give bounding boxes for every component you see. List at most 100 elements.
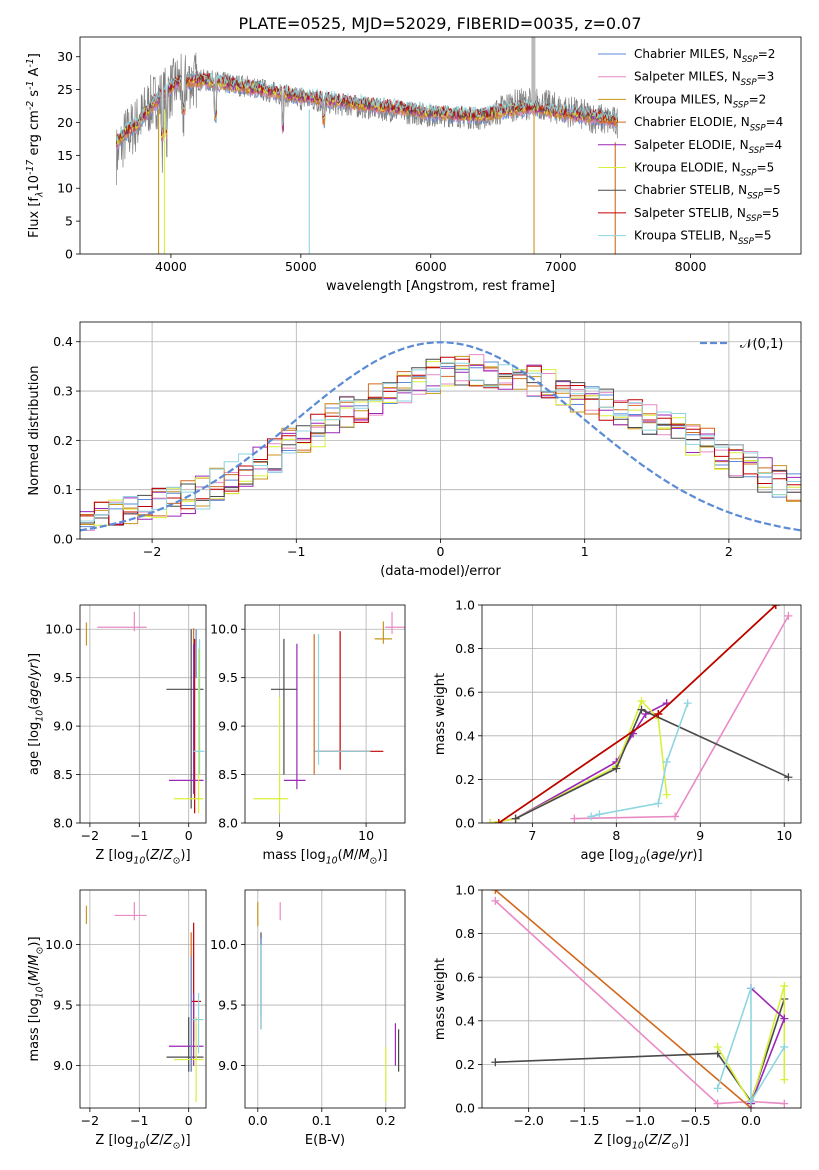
y-tick-label: 5 — [65, 214, 73, 229]
x-axis-label: mass [log10(M/M⊙)] — [262, 848, 387, 867]
y-tick-label: 0.2 — [455, 1057, 475, 1072]
x-tick-label: 9 — [696, 828, 704, 843]
y-tick-label: 10.0 — [210, 622, 238, 637]
x-tick-label: −1.0 — [625, 1113, 655, 1128]
x-tick-label: 1 — [581, 544, 589, 559]
plus-marker — [587, 812, 596, 821]
y-tick-label: 8.5 — [218, 767, 238, 782]
y-tick-label: 9.0 — [218, 719, 238, 734]
mass-weight-line — [494, 900, 785, 1105]
x-tick-label: −1 — [130, 828, 148, 843]
plus-marker — [662, 757, 671, 766]
y-axis-label: mass [log10(M/M⊙)] — [27, 936, 46, 1061]
mass-weight-line — [590, 702, 689, 818]
plus-marker — [771, 605, 780, 609]
legend-label: Salpeter ELODIE, NSSP=4 — [634, 138, 782, 156]
spectrum-legend: Chabrier MILES, NSSP=2 Salpeter MILES, NS… — [598, 47, 783, 247]
y-tick-label: 9.5 — [53, 998, 73, 1013]
plus-marker — [780, 981, 789, 990]
y-tick-label: 0.4 — [53, 334, 73, 349]
plot-area-mass-vs-Z — [85, 902, 204, 1102]
axes-residuals: −2 −1 0 1 2 0.0 0.1 0.2 0.3 0.4 (data-model)/error… — [27, 321, 802, 579]
mass-weight-line — [494, 890, 752, 1108]
residuals-legend: 𝒩(0,1) — [700, 337, 783, 352]
y-axis-label: mass weight — [433, 673, 448, 755]
y-tick-label: 9.0 — [218, 1058, 238, 1073]
mass-weight-line — [716, 987, 785, 1105]
plus-marker — [780, 1099, 789, 1108]
y-tick-label: 8.0 — [53, 816, 73, 831]
plus-marker — [713, 1084, 722, 1093]
x-tick-label: 8 — [612, 828, 620, 843]
y-tick-label: 0.4 — [455, 728, 475, 743]
frame-age-vs-mass — [244, 604, 406, 824]
mass-weight-line — [490, 699, 668, 823]
model-spectrum-chabrier-miles — [115, 78, 618, 150]
plus-marker — [780, 1042, 789, 1051]
x-tick-label: −2.0 — [514, 1113, 544, 1128]
legend-label: Kroupa MILES, NSSP=2 — [634, 92, 766, 110]
grid-mass-vs-EBV — [245, 890, 405, 1108]
frame-mass-vs-EBV — [244, 889, 406, 1109]
y-tick-label: 20 — [57, 115, 73, 130]
plus-marker — [780, 1014, 789, 1023]
plot-area-residuals — [80, 341, 801, 532]
plot-area-mw-vs-age — [486, 605, 793, 823]
legend-label: Salpeter MILES, NSSP=3 — [634, 70, 774, 88]
plus-marker — [713, 1099, 722, 1108]
x-tick-label: 0.2 — [376, 1113, 396, 1128]
legend-label: Kroupa STELIB, NSSP=5 — [634, 229, 772, 247]
x-tick-label: 4000 — [155, 259, 187, 274]
x-tick-label: 8000 — [675, 259, 707, 274]
y-tick-label: 0.0 — [455, 1101, 475, 1116]
plus-marker — [746, 984, 755, 993]
y-tick-label: 30 — [57, 49, 73, 64]
mass-weight-line — [574, 615, 790, 820]
y-tick-label: 9.5 — [218, 670, 238, 685]
y-tick-label: 0.1 — [53, 482, 73, 497]
plus-marker — [671, 812, 680, 821]
x-tick-label: −2 — [143, 544, 161, 559]
axes-mw-vs-age: 7 8 9 10 0.0 0.2 0.4 0.6 0.8 1.0 age [log10(age/yr… — [433, 598, 802, 867]
plus-marker — [637, 705, 646, 714]
x-tick-label: −1 — [130, 1113, 148, 1128]
y-tick-label: 0.8 — [455, 926, 475, 941]
model-spectrum-kroupa-stelib — [115, 71, 619, 142]
x-tick-label: 7 — [528, 828, 536, 843]
legend-label: Chabrier MILES, NSSP=2 — [634, 47, 775, 65]
grid-mw-vs-age — [482, 604, 801, 824]
y-axis-label: age [log10(age/yr)] — [27, 653, 46, 775]
frame-mw-vs-age — [481, 604, 802, 824]
x-tick-label: 0 — [437, 544, 445, 559]
y-tick-label: 10.0 — [45, 937, 73, 952]
x-tick-label: 2 — [725, 544, 733, 559]
plus-marker — [612, 764, 621, 773]
x-tick-label: 0.1 — [312, 1113, 332, 1128]
axes-mass-vs-Z: −2 −1 0 9.0 9.5 10.0 Z [log10(Z/Z⊙)] mass [log1… — [27, 889, 207, 1152]
y-tick-label: 0.0 — [455, 816, 475, 831]
x-tick-label: −2 — [81, 1113, 99, 1128]
plus-marker — [491, 896, 500, 905]
x-tick-label: 10 — [358, 828, 374, 843]
plus-marker — [654, 799, 663, 808]
x-tick-label: −1.5 — [569, 1113, 599, 1128]
y-tick-label: 10.0 — [45, 622, 73, 637]
plot-area-mass-vs-EBV — [257, 902, 400, 1102]
y-tick-label: 0.3 — [53, 384, 73, 399]
y-tick-label: 9.5 — [218, 998, 238, 1013]
frame-spectrum — [79, 36, 802, 255]
plus-marker — [637, 696, 646, 705]
plus-marker — [570, 814, 579, 823]
axes-spectrum: 4000 5000 6000 7000 8000 0 5 10 15 20 25 30 waveleng… — [25, 36, 802, 294]
plus-marker — [494, 819, 503, 823]
plus-marker — [491, 890, 500, 894]
plus-marker — [491, 1058, 500, 1067]
plot-area-spectrum — [115, 37, 619, 254]
y-tick-label: 0.2 — [455, 772, 475, 787]
grid-mw-vs-Z — [482, 889, 801, 1109]
y-tick-label: 0.8 — [455, 641, 475, 656]
y-tick-label: 0.6 — [455, 970, 475, 985]
normal-curve — [80, 341, 801, 532]
y-tick-label: 10 — [57, 181, 73, 196]
